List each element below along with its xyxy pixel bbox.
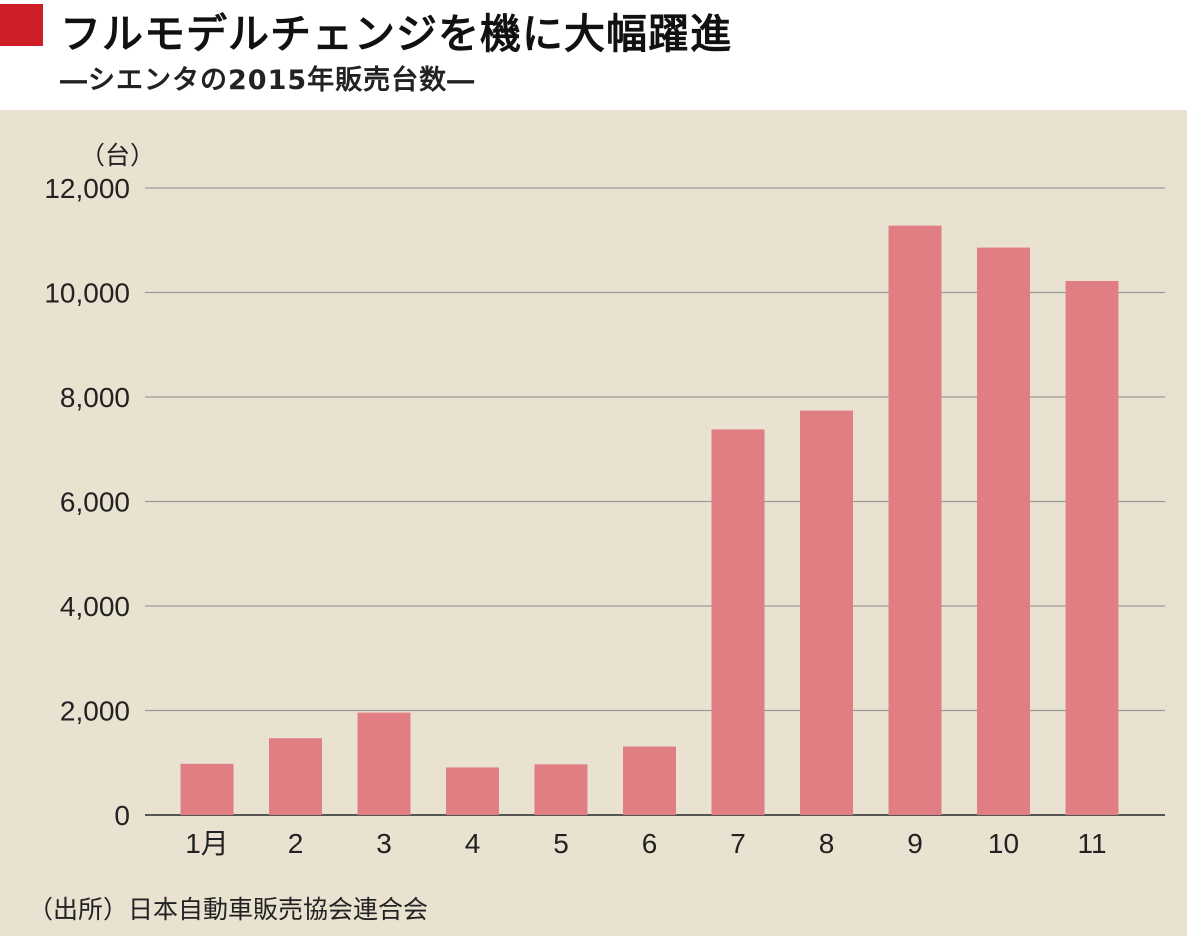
x-tick-label: 5 (553, 828, 569, 859)
bar (357, 712, 411, 815)
x-tick-label: 2 (288, 828, 304, 859)
bar (977, 247, 1030, 815)
y-tick-label: 4,000 (60, 591, 130, 622)
y-tick-label: 0 (114, 800, 130, 831)
chart-subtitle: ―シエンタの2015年販売台数― (60, 65, 476, 96)
x-tick-label: 8 (819, 828, 835, 859)
chart-panel: （台） 0 2,000 4,000 6,000 8,000 10,000 12,000 1月 2… (0, 110, 1187, 936)
x-tick-label: 4 (465, 828, 481, 859)
x-tick-label: 10 (988, 828, 1019, 859)
bar (711, 429, 765, 815)
bar (888, 225, 942, 815)
chart-title: フルモデルチェンジを機に大幅躍進 (60, 10, 732, 58)
y-tick-label: 8,000 (60, 382, 130, 413)
x-tick-label: 11 (1077, 828, 1106, 859)
y-tick-label: 12,000 (44, 173, 130, 204)
bar (623, 746, 676, 815)
y-tick-label: 2,000 (60, 696, 130, 727)
x-tick-label: 9 (907, 828, 923, 859)
x-tick-label: 6 (642, 828, 658, 859)
x-tick-label: 7 (730, 828, 746, 859)
bar (1065, 281, 1119, 815)
y-tick-label: 10,000 (44, 278, 130, 309)
bar (180, 763, 234, 815)
y-axis-unit-label: （台） (80, 141, 156, 170)
bar (269, 738, 322, 815)
x-tick-label: 3 (376, 828, 392, 859)
chart-header: フルモデルチェンジを機に大幅躍進 ―シエンタの2015年販売台数― (0, 0, 1187, 110)
bar (534, 764, 588, 815)
y-tick-label: 6,000 (60, 487, 130, 518)
bar-chart: 0 2,000 4,000 6,000 8,000 10,000 12,000 1月 2 3 4 5 6… (44, 173, 1165, 859)
title-accent-square (0, 4, 43, 46)
bar (800, 410, 853, 815)
source-note: （出所）日本自動車販売協会連合会 (28, 895, 429, 924)
x-tick-label: 1月 (185, 828, 229, 859)
bar (446, 767, 499, 815)
